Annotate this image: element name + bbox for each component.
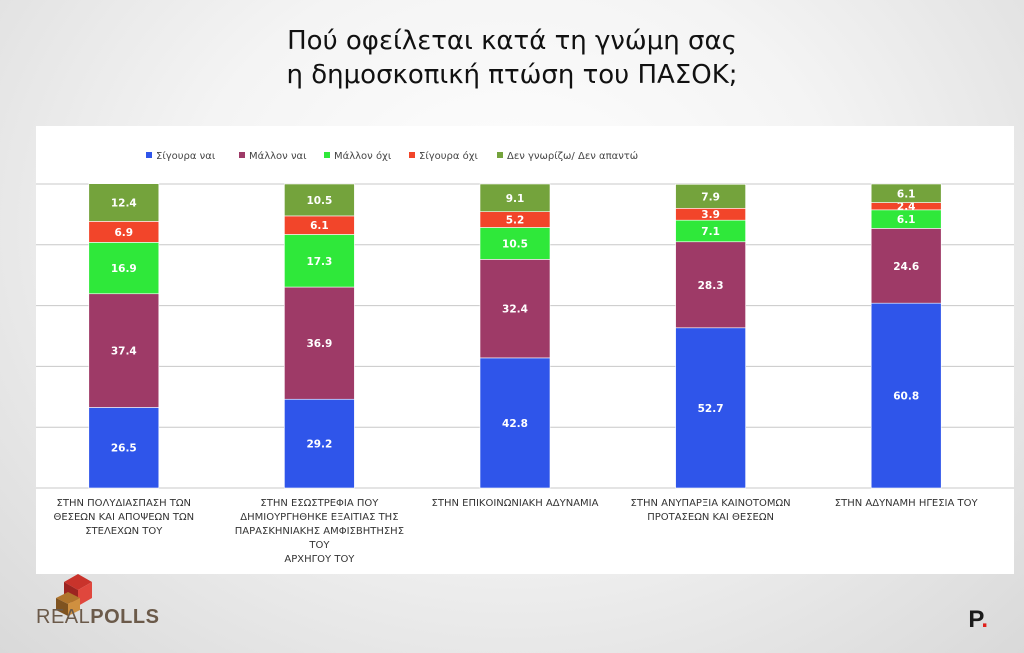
data-label: 52.7 xyxy=(698,403,724,415)
category-label: ΣΤΗΝ ΑΔΥΝΑΜΗ ΗΓΕΣΙΑ ΤΟΥ xyxy=(835,498,979,509)
bar-segment xyxy=(284,286,355,400)
category-label: ΘΕΣΕΩΝ ΚΑΙ ΑΠΟΨΕΩΝ ΤΩΝ xyxy=(53,512,194,523)
data-label: 26.5 xyxy=(111,443,137,455)
bar-segment xyxy=(675,241,746,329)
category-label: ΣΤΗΝ ΕΣΩΣΤΡΕΦΙΑ ΠΟΥ xyxy=(260,498,379,509)
bar-segment xyxy=(870,228,942,304)
category-label: ΠΑΡΑΣΚΗΝΙΑΚΗΣ ΑΜΦΙΣΒΗΤΗΣΗΣ xyxy=(235,526,404,537)
bar-segment xyxy=(479,227,551,260)
logo-text-real: REAL xyxy=(36,606,91,628)
bar-segment xyxy=(870,302,942,489)
legend-label: Δεν γνωρίζω/ Δεν απαντώ xyxy=(507,150,638,162)
category-label: ΤΟΥ xyxy=(308,540,330,551)
publisher-logo-dot: . xyxy=(981,606,988,633)
data-label: 6.1 xyxy=(897,188,916,200)
data-label: 6.1 xyxy=(897,214,916,226)
legend-swatch xyxy=(324,152,330,158)
category-label: ΠΡΟΤΑΣΕΩΝ ΚΑΙ ΘΕΣΕΩΝ xyxy=(647,512,774,523)
data-label: 6.9 xyxy=(114,227,133,239)
publisher-logo: P. xyxy=(968,606,988,634)
publisher-logo-letter: P xyxy=(968,606,982,633)
data-label: 36.9 xyxy=(306,338,332,350)
category-label: ΣΤΗΝ ΑΝΥΠΑΡΞΙΑ ΚΑΙΝΟΤΟΜΩΝ xyxy=(631,498,791,509)
legend-swatch xyxy=(239,152,245,158)
category-label: ΣΤΕΛΕΧΩΝ ΤΟΥ xyxy=(85,526,163,537)
data-label: 37.4 xyxy=(111,346,137,358)
chart-title-line-2: η δημοσκοπική πτώση του ΠΑΣΟΚ; xyxy=(286,60,738,90)
category-label: ΔΗΜΙΟΥΡΓΗΘΗΚΕ ΕΞΑΙΤΙΑΣ ΤΗΣ xyxy=(240,512,398,523)
data-label: 6.1 xyxy=(310,220,329,232)
realpolls-logo-icon xyxy=(56,574,92,616)
bar-segment xyxy=(675,184,746,209)
legend-label: Σίγουρα ναι xyxy=(156,150,216,162)
data-label: 10.5 xyxy=(502,238,528,250)
data-label: 3.9 xyxy=(701,209,720,221)
data-label: 24.6 xyxy=(893,261,919,273)
category-label: ΑΡΧΗΓΟΥ ΤΟΥ xyxy=(284,554,355,565)
data-label: 7.9 xyxy=(701,191,720,203)
bar-segment xyxy=(675,327,746,489)
data-label: 10.5 xyxy=(306,195,332,207)
bar-segment xyxy=(284,183,355,217)
data-label: 12.4 xyxy=(111,198,137,210)
bar-segment xyxy=(88,407,160,489)
logo-text-polls: POLLS xyxy=(90,606,160,628)
stacked-bar-chart: Σίγουρα ναι Μάλλον ναι Μάλλον όχι Σίγουρα ό… xyxy=(36,150,1014,565)
legend-label: Σίγουρα όχι xyxy=(419,150,479,162)
data-label: 9.1 xyxy=(506,193,525,205)
data-label: 28.3 xyxy=(698,280,724,292)
legend-label: Μάλλον όχι xyxy=(334,150,392,162)
bar-segment xyxy=(479,183,551,212)
data-label: 60.8 xyxy=(893,391,919,403)
legend-label: Μάλλον ναι xyxy=(249,150,307,162)
chart-panel: Σίγουρα ναι Μάλλον ναι Μάλλον όχι Σίγουρα ό… xyxy=(36,126,1014,574)
bar-segment xyxy=(88,293,160,408)
data-label: 42.8 xyxy=(502,418,528,430)
bar-segment xyxy=(284,398,355,489)
legend-swatch xyxy=(497,152,503,158)
category-label: ΣΤΗΝ ΕΠΙΚΟΙΝΩΝΙΑΚΗ ΑΔΥΝΑΜΙΑ xyxy=(432,498,599,509)
data-label: 29.2 xyxy=(306,439,332,451)
bar-segment xyxy=(88,242,160,295)
chart-title-line-1: Πού οφείλεται κατά τη γνώμη σας xyxy=(287,26,737,56)
data-label: 5.2 xyxy=(506,215,525,227)
legend-swatch xyxy=(409,152,415,158)
realpolls-logo-text: REALPOLLS xyxy=(36,606,159,629)
data-label: 7.1 xyxy=(701,226,720,238)
data-label: 2.4 xyxy=(897,201,916,213)
data-label: 32.4 xyxy=(502,304,528,316)
bar-segment xyxy=(88,183,160,222)
category-label: ΣΤΗΝ ΠΟΛΥΔΙΑΣΠΑΣΗ ΤΩΝ xyxy=(57,498,192,509)
legend-swatch xyxy=(146,152,152,158)
bar-segment xyxy=(479,259,551,359)
bar-segment xyxy=(870,183,942,203)
data-label: 17.3 xyxy=(306,256,332,268)
data-label: 16.9 xyxy=(111,263,137,275)
